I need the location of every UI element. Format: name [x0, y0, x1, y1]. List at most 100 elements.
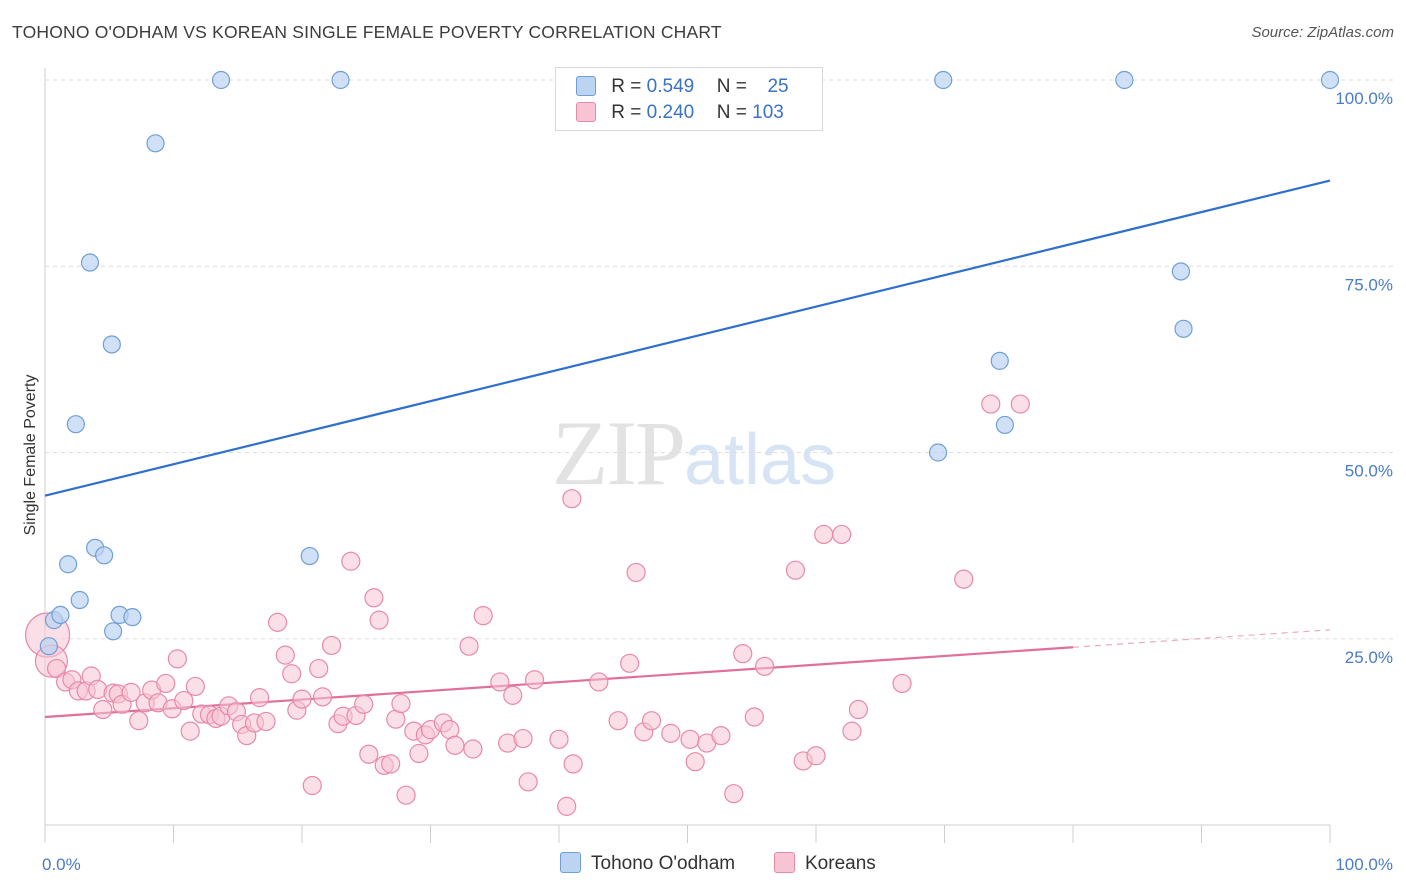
- tohono-point: [1174, 319, 1193, 338]
- korean-point: [490, 672, 510, 692]
- korean-point: [806, 746, 826, 766]
- bottom-legend-tohono: Tohono O'odham: [560, 852, 735, 875]
- korean-point: [463, 739, 483, 759]
- chart-title: TOHONO O'ODHAM VS KOREAN SINGLE FEMALE P…: [12, 22, 722, 42]
- korean-point: [785, 560, 806, 580]
- y-axis-label: Single Female Poverty: [22, 375, 39, 536]
- koreans-swatch: [774, 852, 795, 873]
- tohono-point: [39, 637, 58, 656]
- korean-point: [312, 687, 333, 707]
- x-tick-label: 0.0%: [42, 855, 81, 874]
- korean-point: [473, 606, 493, 626]
- legend-n-label: N =: [716, 76, 747, 97]
- tohono-point: [1171, 262, 1191, 281]
- korean-point: [341, 551, 361, 571]
- korean-point: [711, 725, 731, 746]
- watermark-atlas: atlas: [684, 420, 837, 500]
- korean-trend-extension: [1072, 629, 1331, 648]
- korean-trend-line: [44, 646, 1074, 719]
- tohono-point: [995, 415, 1014, 435]
- koreans-swatch: [576, 102, 596, 122]
- korean-point: [524, 670, 545, 690]
- tohono-point: [123, 608, 142, 627]
- bottom-legend-tohono-label: Tohono O'odham: [591, 853, 736, 874]
- source-credit: Source: ZipAtlas.com: [1251, 24, 1394, 41]
- tohono-point: [1320, 70, 1340, 90]
- korean-point: [680, 729, 700, 749]
- tohono-point: [80, 253, 100, 272]
- tohono-point: [211, 70, 231, 90]
- korean-point: [46, 658, 67, 679]
- korean-point: [282, 664, 302, 684]
- korean-point: [156, 673, 176, 694]
- korean-point: [754, 656, 775, 676]
- korean-point: [503, 685, 523, 705]
- legend-n-label: N =: [716, 102, 747, 123]
- korean-point: [842, 721, 862, 741]
- korean-point: [369, 610, 389, 630]
- korean-point: [832, 524, 852, 545]
- y-tick-label: 25.0%: [1345, 648, 1393, 667]
- tohono-point: [1115, 70, 1134, 90]
- korean-point: [589, 672, 609, 692]
- tohono-point: [59, 555, 78, 574]
- legend-row-tohono: R = 0.549 N = 25: [576, 76, 789, 100]
- tohono-point: [51, 605, 70, 625]
- korean-point: [364, 588, 384, 608]
- korean-point: [641, 711, 662, 731]
- tohono-point: [928, 443, 948, 462]
- korean-point: [93, 699, 113, 720]
- tohono-point: [331, 70, 350, 90]
- trend-lines: [44, 179, 1331, 719]
- korean-point: [814, 524, 834, 545]
- legend-r-value: 0.240: [646, 102, 695, 123]
- korean-point: [396, 785, 416, 805]
- korean-point: [292, 689, 312, 709]
- korean-point: [381, 754, 401, 774]
- korean-point: [563, 754, 583, 774]
- korean-point: [391, 693, 411, 714]
- korean-point: [557, 796, 577, 816]
- x-tick-label: 100.0%: [1335, 855, 1393, 874]
- tohono-swatch: [576, 76, 596, 96]
- korean-point: [733, 644, 753, 664]
- grid-lines: [45, 79, 1395, 640]
- korean-point: [121, 682, 141, 702]
- korean-point: [174, 690, 194, 711]
- legend-n-value: 103: [752, 102, 784, 123]
- korean-point: [513, 728, 533, 749]
- korean-point: [892, 673, 912, 694]
- korean-point: [954, 569, 974, 589]
- korean-point: [354, 694, 374, 714]
- bottom-legend-koreans-label: Koreans: [805, 853, 876, 874]
- korean-point: [445, 735, 465, 755]
- y-tick-label: 100.0%: [1335, 89, 1393, 108]
- tick-labels: 25.0% 50.0% 75.0% 100.0% 0.0% 100.0%: [42, 89, 1393, 874]
- legend-r-label: R =: [611, 102, 642, 123]
- korean-point: [685, 752, 705, 772]
- axes: [44, 68, 1331, 843]
- data-points: [24, 70, 1340, 816]
- tohono-swatch: [560, 852, 581, 873]
- korean-point: [275, 645, 295, 665]
- korean-point: [256, 711, 276, 732]
- legend-row-koreans: R = 0.240 N = 103: [576, 102, 784, 126]
- tohono-point: [95, 546, 114, 565]
- korean-point: [309, 658, 329, 679]
- tohono-point: [146, 134, 165, 153]
- tohono-point: [990, 351, 1009, 370]
- korean-point: [359, 744, 379, 764]
- korean-point: [1010, 394, 1030, 414]
- tohono-point: [934, 70, 953, 90]
- korean-point: [661, 723, 681, 743]
- korean-point: [249, 688, 270, 708]
- tohono-point: [70, 590, 89, 610]
- korean-point: [167, 649, 187, 669]
- korean-point: [549, 729, 569, 749]
- korean-point: [626, 562, 646, 583]
- korean-point: [129, 711, 149, 731]
- korean-point: [518, 772, 538, 792]
- korean-point: [620, 653, 640, 673]
- legend-n-value: 25: [767, 76, 789, 97]
